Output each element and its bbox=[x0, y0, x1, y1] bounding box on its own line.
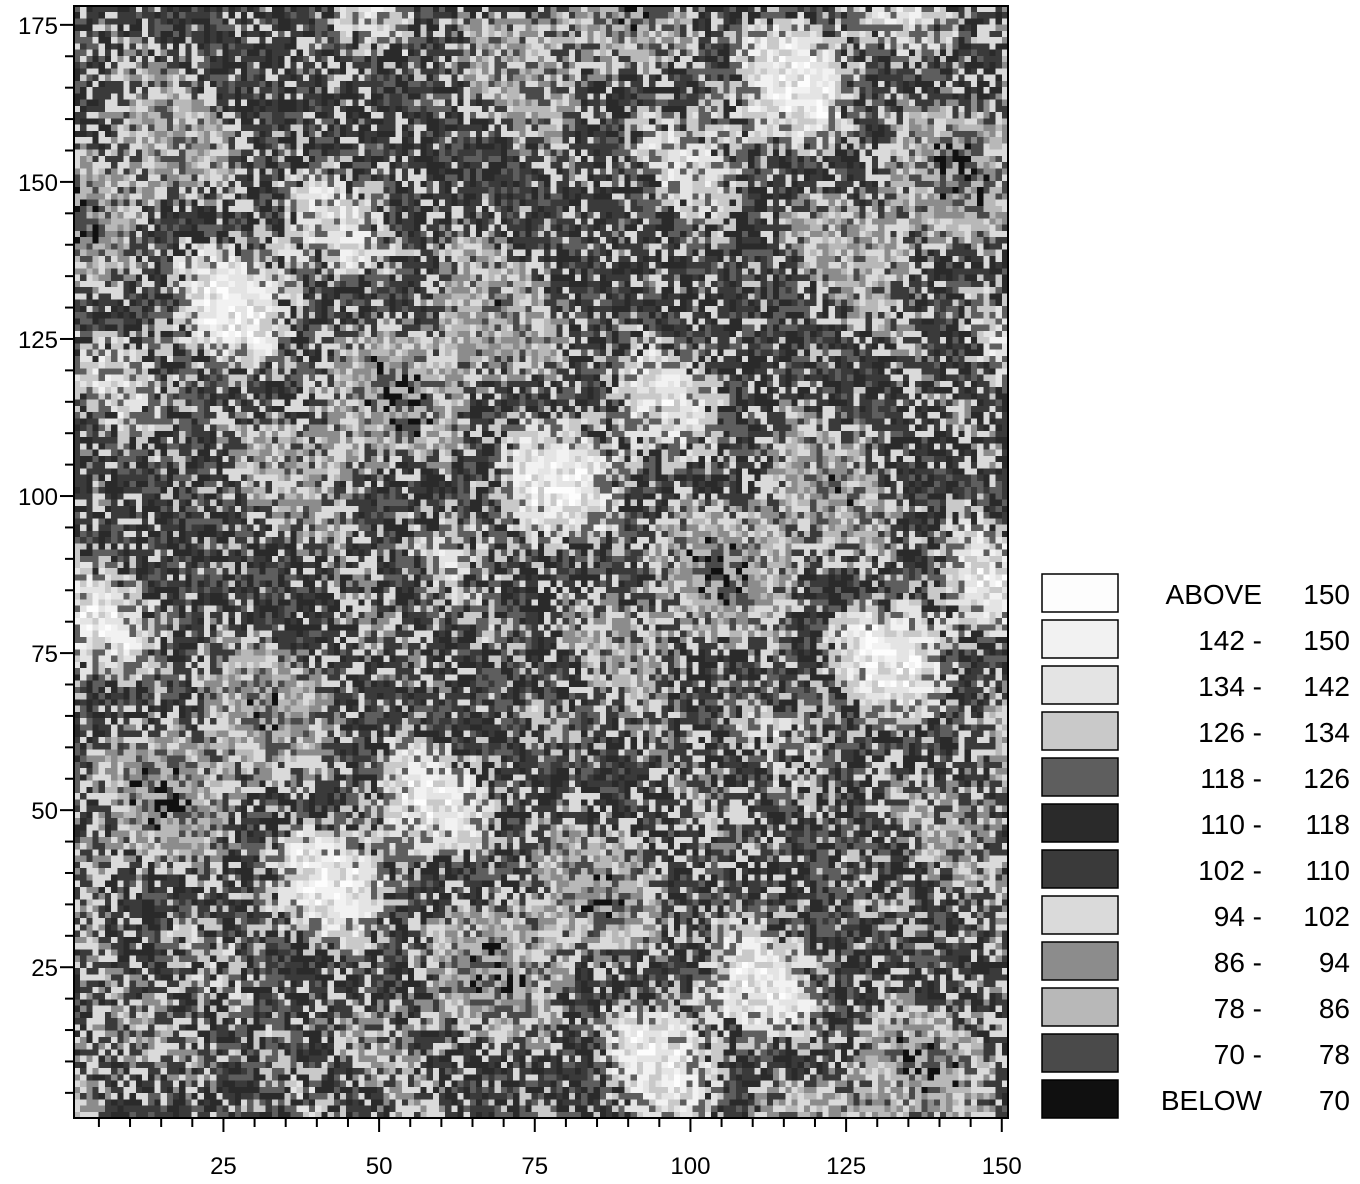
legend-swatch bbox=[1042, 1034, 1118, 1072]
x-tick-label: 50 bbox=[366, 1153, 393, 1180]
legend-label-left: 142 - bbox=[1198, 625, 1262, 656]
legend-label-right: 110 bbox=[1305, 855, 1350, 886]
legend-swatch bbox=[1042, 804, 1118, 842]
legend-swatch bbox=[1042, 758, 1118, 796]
y-tick-label: 175 bbox=[18, 13, 58, 40]
x-tick-label: 125 bbox=[826, 1153, 866, 1180]
legend-label-left: 86 - bbox=[1214, 947, 1262, 978]
legend-swatch bbox=[1042, 988, 1118, 1026]
legend-swatch bbox=[1042, 942, 1118, 980]
x-tick-label: 75 bbox=[521, 1153, 548, 1180]
legend-swatch bbox=[1042, 896, 1118, 934]
legend-label-right: 150 bbox=[1303, 579, 1350, 610]
legend-label-left: 110 - bbox=[1200, 809, 1262, 840]
legend-label-left: 118 - bbox=[1200, 763, 1262, 794]
heatmap-cells bbox=[74, 6, 1008, 1118]
legend-swatch bbox=[1042, 620, 1118, 658]
legend-label-left: 78 - bbox=[1214, 993, 1262, 1024]
x-tick-label: 150 bbox=[982, 1153, 1022, 1180]
legend-label-right: 126 bbox=[1303, 763, 1350, 794]
legend-swatch bbox=[1042, 1080, 1118, 1118]
legend-label-left: 126 - bbox=[1198, 717, 1262, 748]
legend-label-right: 134 bbox=[1303, 717, 1350, 748]
legend-label-left: ABOVE bbox=[1166, 579, 1262, 610]
legend-label-right: 70 bbox=[1319, 1085, 1350, 1116]
y-tick-label: 100 bbox=[18, 484, 58, 511]
legend-label-right: 142 bbox=[1303, 671, 1350, 702]
y-tick-label: 150 bbox=[18, 170, 58, 197]
y-tick-label: 125 bbox=[18, 327, 58, 354]
legend-label-left: 134 - bbox=[1198, 671, 1262, 702]
legend-label-left: 94 - bbox=[1214, 901, 1262, 932]
legend-swatch bbox=[1042, 666, 1118, 704]
y-tick-label: 75 bbox=[31, 641, 58, 668]
x-tick-label: 25 bbox=[210, 1153, 237, 1180]
legend-label-left: BELOW bbox=[1161, 1085, 1263, 1116]
x-tick-label: 100 bbox=[670, 1153, 710, 1180]
legend-label-right: 86 bbox=[1319, 993, 1350, 1024]
legend-swatch bbox=[1042, 712, 1118, 750]
legend-label-left: 70 - bbox=[1214, 1039, 1262, 1070]
legend-label-right: 94 bbox=[1319, 947, 1350, 978]
heatmap-raster bbox=[74, 6, 1008, 1118]
y-axis: 25 50 75 100 125 150 175 bbox=[18, 13, 74, 1093]
y-tick-label: 50 bbox=[31, 798, 58, 825]
y-tick-label: 25 bbox=[31, 955, 58, 982]
legend-swatch bbox=[1042, 574, 1118, 612]
legend: ABOVE 150 142 - 150 134 - 142 126 - 134 118 - 126… bbox=[1042, 574, 1350, 1118]
x-axis: 25 50 75 100 125 150 bbox=[99, 1118, 1022, 1180]
legend-label-right: 150 bbox=[1303, 625, 1350, 656]
legend-label-right: 118 bbox=[1305, 809, 1350, 840]
legend-swatch bbox=[1042, 850, 1118, 888]
legend-label-left: 102 - bbox=[1198, 855, 1262, 886]
legend-label-right: 78 bbox=[1319, 1039, 1350, 1070]
legend-label-right: 102 bbox=[1303, 901, 1350, 932]
